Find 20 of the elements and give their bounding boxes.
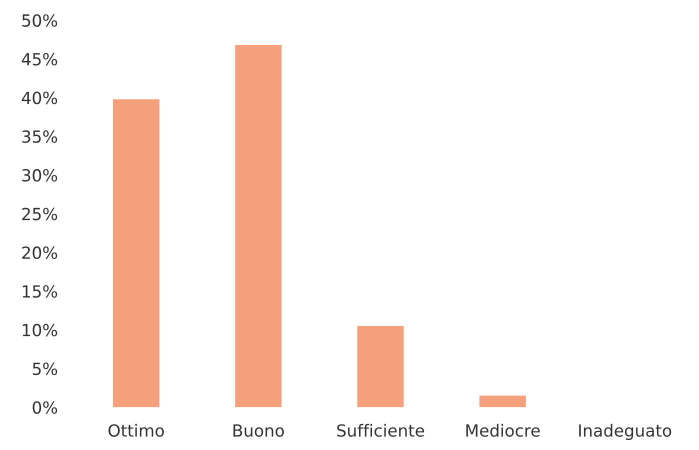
x-tick-label: Mediocre <box>466 424 540 437</box>
y-tick-label: 15% <box>22 285 58 298</box>
x-tick-label: Ottimo <box>108 424 164 437</box>
y-tick-label: 45% <box>22 52 58 66</box>
x-tick-label: Sufficiente <box>337 424 424 437</box>
bar <box>235 45 282 408</box>
x-tick-label: Inadeguato <box>579 424 672 440</box>
y-tick-label: 35% <box>22 130 58 143</box>
y-tick-label: 25% <box>22 208 58 220</box>
y-tick-label: 40% <box>22 92 58 104</box>
y-tick-label: 30% <box>22 169 58 182</box>
y-tick-label: 10% <box>22 324 58 336</box>
bar <box>479 396 526 408</box>
bar <box>112 99 160 408</box>
y-tick-label: 5% <box>32 362 58 376</box>
y-tick-label: 0% <box>32 401 58 414</box>
y-tick-label: 50% <box>22 14 58 27</box>
y-tick-label: 20% <box>22 246 58 260</box>
x-tick-label: Buono <box>234 424 284 437</box>
bar <box>357 326 404 408</box>
